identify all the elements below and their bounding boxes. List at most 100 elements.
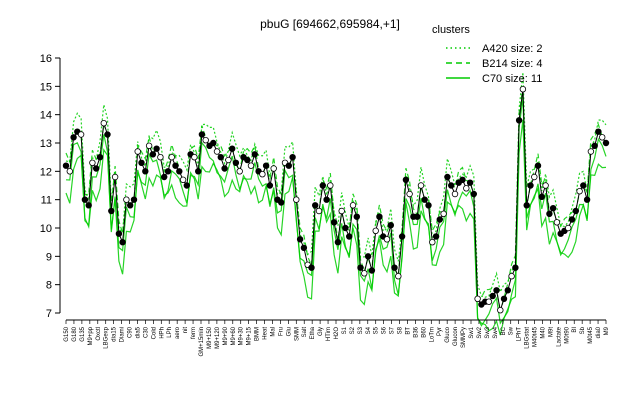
data-point — [198, 131, 206, 138]
x-tick-label: HTim — [326, 327, 332, 341]
x-tick-label: C30 — [143, 326, 149, 338]
x-tick-label: HPh — [159, 327, 165, 339]
data-point — [432, 233, 440, 240]
data-point — [519, 85, 527, 93]
x-tick-label: BT — [405, 327, 411, 335]
data-point — [315, 207, 323, 215]
data-point — [142, 168, 149, 175]
data-point — [293, 196, 300, 203]
y-tick-label: 11 — [41, 195, 52, 207]
x-tick-label: LoTm — [429, 327, 435, 342]
data-point — [576, 187, 583, 195]
x-tick-label: Gluco — [445, 326, 451, 342]
x-tick-label: M40t45 — [533, 326, 539, 347]
data-point — [183, 182, 190, 189]
data-point — [153, 145, 160, 152]
legend-label-a420: A420 size: 2 — [482, 43, 543, 55]
legend-label-b214: B214 size: 4 — [482, 58, 543, 70]
data-point — [497, 307, 504, 314]
data-point — [225, 156, 232, 164]
data-point — [383, 236, 391, 243]
data-point — [602, 139, 610, 147]
data-point — [334, 238, 342, 246]
x-tick-label: Sw2 — [477, 326, 483, 338]
data-point — [278, 199, 285, 206]
data-point — [236, 168, 243, 175]
data-point — [194, 168, 202, 175]
legend-label-c70: C70 size: 11 — [482, 73, 542, 85]
data-point — [391, 264, 398, 271]
data-point — [130, 196, 138, 203]
series-layer — [62, 85, 610, 314]
data-point — [387, 221, 394, 229]
data-point — [138, 159, 145, 166]
data-point — [591, 142, 598, 149]
data-point — [349, 202, 357, 209]
data-point — [85, 202, 92, 209]
x-tick-label: Glu — [286, 327, 292, 336]
x-tick-label: M0t90 — [564, 326, 570, 343]
x-tick-label: LPh — [167, 327, 173, 338]
x-tick-label: S4 — [366, 326, 372, 334]
data-point — [213, 148, 221, 155]
data-point — [217, 153, 224, 161]
chart-title: pbuG [694662,695984,+1] — [260, 17, 400, 31]
x-tick-label: S1 — [342, 326, 348, 334]
x-tick-label: Fru — [278, 327, 284, 336]
data-point — [402, 176, 410, 183]
data-point — [425, 202, 432, 209]
data-point — [270, 165, 277, 172]
x-tick-label: M9+pp — [88, 326, 94, 345]
x-tick-label: M9+150 — [207, 326, 213, 349]
data-point — [466, 179, 474, 186]
x-tick-label: Sw4 — [493, 326, 499, 338]
data-point — [515, 117, 523, 124]
x-tick-label: M9+15 — [247, 326, 253, 345]
data-point — [568, 216, 576, 223]
data-point — [92, 165, 100, 172]
data-point — [440, 210, 447, 217]
x-tick-label: S2 — [350, 326, 356, 334]
data-point — [96, 153, 104, 161]
data-point — [296, 236, 304, 243]
data-point — [398, 233, 406, 240]
x-tick-label: Cold — [151, 327, 157, 339]
data-point — [262, 162, 270, 169]
x-tick-label: Sb — [580, 326, 586, 334]
x-tick-label: Oxctl — [96, 327, 102, 341]
data-point — [232, 159, 240, 166]
data-point — [104, 131, 111, 138]
data-point — [346, 233, 353, 240]
x-tick-label: Sw1 — [469, 326, 475, 338]
x-tick-label: LBGexp — [104, 326, 110, 348]
data-point — [542, 182, 549, 189]
legend-title: clusters — [432, 24, 470, 36]
x-tick-label: BC — [501, 326, 507, 335]
data-point — [338, 207, 345, 215]
data-point — [527, 182, 534, 189]
data-point — [247, 162, 255, 169]
data-point — [176, 168, 183, 175]
data-point — [149, 151, 157, 158]
data-point — [489, 292, 496, 300]
x-tick-label: M9+120 — [215, 326, 221, 349]
data-point — [157, 153, 164, 161]
x-tick-label: aero — [175, 326, 181, 339]
data-point — [160, 173, 168, 181]
x-tick-label: Sw — [509, 326, 515, 335]
data-point — [417, 182, 425, 189]
y-tick-label: 14 — [40, 110, 52, 122]
data-point — [126, 202, 134, 209]
y-tick-label: 9 — [46, 251, 52, 263]
y-tick-label: 7 — [46, 308, 52, 320]
data-point — [549, 204, 557, 212]
x-tick-label: B60 — [421, 326, 427, 337]
x-tick-label: dia0 — [596, 326, 602, 338]
data-point — [319, 182, 326, 189]
data-point — [244, 156, 251, 164]
x-tick-label: BI — [572, 327, 578, 333]
x-tick-label: Diami — [120, 327, 126, 342]
x-tick-label: M0t45 — [588, 326, 594, 343]
x-tick-label: GM+15min — [199, 327, 205, 357]
legend: clusters A420 size: 2 B214 size: 4 C70 s… — [432, 24, 543, 85]
